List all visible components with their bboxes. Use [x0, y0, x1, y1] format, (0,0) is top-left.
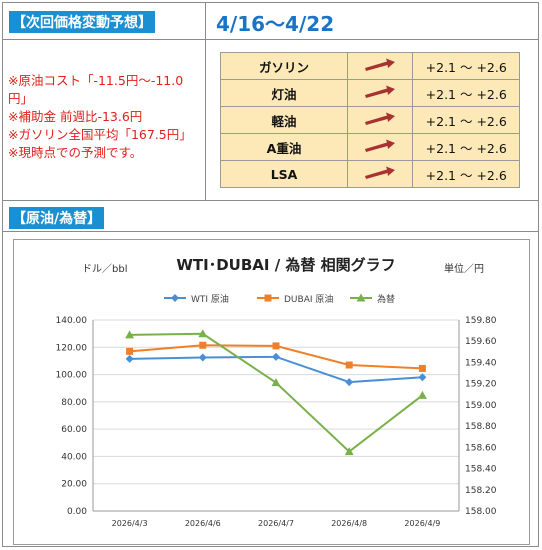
price-change-range: +2.1 ～ +2.6 — [412, 106, 520, 134]
section-label: 【原油/為替】 — [9, 207, 105, 229]
y-right-tick-label: 159.80 — [465, 316, 497, 326]
price-change-range: +2.1 ～ +2.6 — [412, 133, 520, 161]
price-row: 軽油 +2.1 ～ +2.6 — [219, 106, 520, 134]
x-tick-label: 2026/4/8 — [331, 519, 367, 528]
note-line: ※原油コスト「-11.5円～-11.0 — [8, 73, 184, 88]
series-1-point — [198, 353, 207, 362]
correlation-chart: ドル／bbl WTI･DUBAI / 為替 相関グラフ 単位／円 WTI 原油 DUBA… — [13, 239, 530, 545]
series-3-point — [344, 447, 354, 456]
fuel-name: A重油 — [219, 133, 349, 161]
y-right-tick-label: 158.40 — [465, 465, 497, 475]
notes-cell: ※原油コスト「-11.5円～-11.0 円」 ※補助金 前週比-13.6円 ※ガ… — [3, 40, 206, 200]
series-1-point — [272, 352, 280, 361]
price-change-range: +2.1 ～ +2.6 — [412, 79, 520, 107]
y-left-tick-label: 0.00 — [67, 507, 87, 517]
y-left-tick-label: 120.00 — [56, 343, 88, 353]
chart-svg: ドル／bbl WTI･DUBAI / 為替 相関グラフ 単位／円 WTI 原油 DUBA… — [56, 256, 497, 528]
forecast-label: 【次回価格変動予想】 — [9, 11, 155, 33]
y-left-tick-label: 80.00 — [61, 398, 87, 408]
left-axis-unit: ドル／bbl — [82, 263, 127, 275]
y-right-tick-label: 158.80 — [465, 422, 497, 432]
series-3-point — [417, 390, 427, 399]
fuel-name: ガソリン — [219, 52, 349, 80]
period-cell: 4/16～4/22 — [206, 3, 538, 39]
price-row: ガソリン +2.1 ～ +2.6 — [219, 52, 520, 80]
price-forecast-table: ガソリン +2.1 ～ +2.6 灯油 +2.1 ～ +2.6 軽油 +2.1 ～ +2.… — [219, 52, 520, 188]
legend-marker-2 — [264, 294, 272, 302]
legend-label-3: 為替 — [377, 293, 395, 305]
y-left-tick-label: 140.00 — [56, 316, 88, 326]
series-1-point — [418, 373, 427, 382]
x-tick-label: 2026/4/9 — [404, 519, 440, 528]
y-left-tick-label: 60.00 — [61, 425, 87, 435]
x-tick-label: 2026/4/7 — [258, 519, 294, 528]
note-line: ※現時点での予測です。 — [8, 145, 143, 160]
header-row: 【次回価格変動予想】 4/16～4/22 — [3, 3, 538, 40]
arrow-up-right-icon — [365, 139, 396, 152]
trend-cell — [347, 79, 414, 107]
legend-label-2: DUBAI 原油 — [284, 293, 333, 305]
y-left-tick-label: 100.00 — [56, 371, 88, 381]
price-row: A重油 +2.1 ～ +2.6 — [219, 133, 520, 161]
series-3-point — [198, 329, 208, 338]
series-2-point — [272, 342, 280, 350]
y-right-tick-label: 158.20 — [465, 486, 497, 496]
section-header-row: 【原油/為替】 — [3, 201, 538, 232]
series-1-point — [345, 378, 354, 387]
price-change-range: +2.1 ～ +2.6 — [412, 160, 520, 188]
legend-marker-3 — [356, 293, 366, 302]
note-line: ※ガソリン全国平均「167.5円」 — [8, 127, 192, 142]
trend-cell — [347, 160, 414, 188]
series-2-point — [199, 341, 207, 349]
arrow-up-right-icon — [365, 166, 396, 179]
x-tick-label: 2026/4/6 — [185, 519, 221, 528]
arrow-up-right-icon — [365, 112, 396, 125]
trend-cell — [347, 133, 414, 161]
series-3-point — [271, 378, 281, 387]
trend-cell — [347, 52, 414, 80]
price-change-range: +2.1 ～ +2.6 — [412, 52, 520, 80]
note-line: ※補助金 前週比-13.6円 — [8, 109, 143, 124]
price-row: 灯油 +2.1 ～ +2.6 — [219, 79, 520, 107]
series-2-point — [126, 347, 134, 355]
chart-title: WTI･DUBAI / 為替 相関グラフ — [176, 256, 395, 274]
x-tick-label: 2026/4/3 — [112, 519, 148, 528]
trend-cell — [347, 106, 414, 134]
y-right-tick-label: 159.40 — [465, 358, 497, 368]
series-line-3 — [129, 332, 424, 453]
fuel-name: 灯油 — [219, 79, 349, 107]
legend-label-1: WTI 原油 — [191, 293, 229, 305]
arrow-up-right-icon — [365, 58, 396, 71]
fuel-name: LSA — [219, 160, 349, 188]
right-axis-unit: 単位／円 — [444, 262, 484, 275]
y-left-tick-label: 40.00 — [61, 452, 87, 462]
series-2-point — [345, 361, 353, 369]
legend-marker-1 — [171, 294, 179, 302]
forecast-row: ※原油コスト「-11.5円～-11.0 円」 ※補助金 前週比-13.6円 ※ガ… — [3, 40, 538, 201]
forecast-label-cell: 【次回価格変動予想】 — [3, 3, 206, 39]
y-left-tick-label: 20.00 — [61, 480, 87, 490]
series-3-point — [125, 330, 135, 339]
series-2-point — [418, 364, 426, 372]
series-1-point — [125, 354, 134, 363]
fuel-name: 軽油 — [219, 106, 349, 134]
y-right-tick-label: 159.00 — [465, 401, 497, 411]
y-right-tick-label: 159.20 — [465, 380, 497, 390]
y-right-tick-label: 159.60 — [465, 337, 497, 347]
forecast-period: 4/16～4/22 — [216, 12, 335, 36]
arrow-up-right-icon — [365, 85, 396, 98]
y-right-tick-label: 158.00 — [465, 507, 497, 517]
y-right-tick-label: 158.60 — [465, 443, 497, 453]
note-line: 円」 — [8, 91, 34, 106]
price-row: LSA +2.1 ～ +2.6 — [219, 160, 520, 188]
